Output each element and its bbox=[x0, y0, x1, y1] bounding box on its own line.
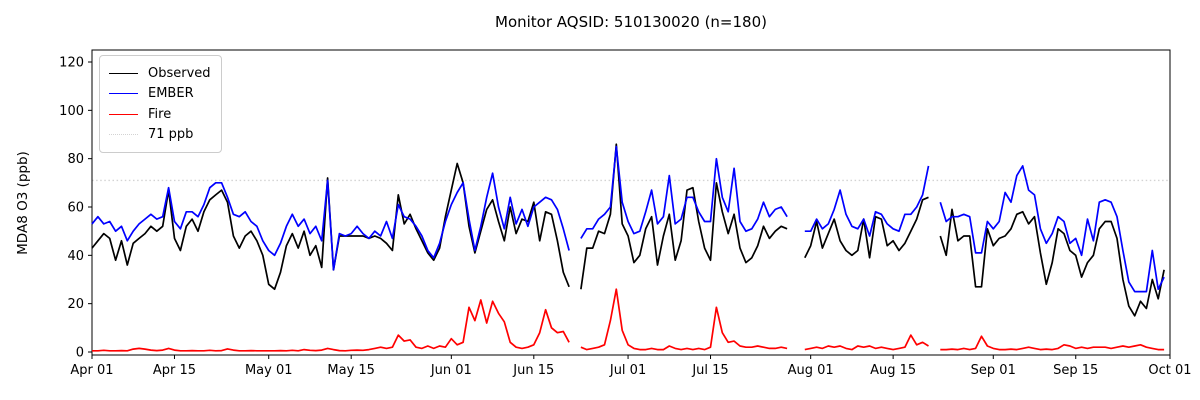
legend-line-sample bbox=[109, 72, 138, 74]
y-tick-label: 40 bbox=[67, 249, 84, 264]
y-tick-label: 20 bbox=[67, 297, 84, 312]
legend-box: Observed EMBER Fire 71 ppb bbox=[99, 55, 222, 153]
y-tick-label: 0 bbox=[76, 346, 84, 361]
y-tick-label: 60 bbox=[67, 201, 84, 216]
legend-line-sample bbox=[109, 113, 138, 115]
y-tick-label: 100 bbox=[59, 104, 84, 119]
x-tick-label: Aug 15 bbox=[870, 363, 916, 378]
legend-label: 71 ppb bbox=[148, 127, 194, 143]
series-line-observed bbox=[91, 143, 1165, 317]
legend-label: Fire bbox=[148, 106, 172, 122]
legend-label: Observed bbox=[148, 65, 211, 81]
axes-spines bbox=[91, 49, 1171, 356]
legend-label: EMBER bbox=[148, 86, 194, 102]
y-tick-label: 80 bbox=[67, 152, 84, 167]
x-tick-label: May 01 bbox=[245, 363, 293, 378]
x-tick-label: Sep 15 bbox=[1053, 363, 1098, 378]
chart-title: Monitor AQSID: 510130020 (n=180) bbox=[495, 13, 767, 31]
x-tick-label: Jun 01 bbox=[430, 363, 472, 378]
x-tick-label: Oct 01 bbox=[1148, 363, 1191, 378]
legend-entry-observed: Observed bbox=[109, 63, 211, 84]
x-tick-label: Apr 01 bbox=[70, 363, 113, 378]
legend-entry-71-ppb: 71 ppb bbox=[109, 125, 211, 146]
series-line-fire bbox=[92, 288, 1165, 352]
legend-line-sample bbox=[109, 93, 138, 95]
x-tick-label: Aug 01 bbox=[788, 363, 834, 378]
x-tick-label: Jun 15 bbox=[512, 363, 554, 378]
x-tick-label: Jul 15 bbox=[691, 363, 728, 378]
legend-line-sample bbox=[109, 134, 138, 136]
x-tick-label: Sep 01 bbox=[971, 363, 1016, 378]
x-tick-label: Apr 15 bbox=[153, 363, 196, 378]
x-tick-label: May 15 bbox=[327, 363, 375, 378]
x-tick-label: Jul 01 bbox=[609, 363, 646, 378]
legend-entry-ember: EMBER bbox=[109, 84, 211, 105]
legend-entry-fire: Fire bbox=[109, 104, 211, 125]
y-tick-label: 120 bbox=[59, 56, 84, 71]
series-line-ember bbox=[91, 145, 1165, 293]
